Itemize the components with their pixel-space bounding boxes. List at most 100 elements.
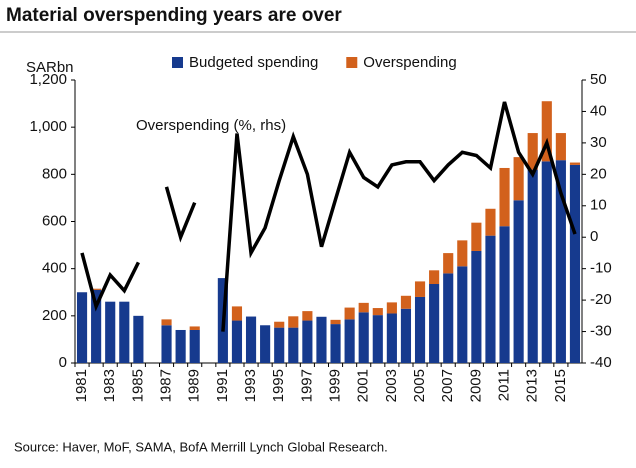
y-tick-label: 1,200 xyxy=(29,71,67,88)
bar xyxy=(274,321,285,328)
source: Source: Haver, MoF, SAMA, BofA Merrill L… xyxy=(14,439,388,454)
x-tick-label: 2001 xyxy=(355,369,372,402)
bar xyxy=(457,266,468,363)
y-tick-label: 600 xyxy=(42,212,67,229)
bar xyxy=(372,315,383,363)
bar xyxy=(189,329,200,363)
x-tick-label: 1987 xyxy=(158,369,175,402)
bar xyxy=(541,161,552,363)
bar xyxy=(231,320,243,363)
bar xyxy=(443,273,454,363)
bar xyxy=(344,307,355,320)
x-tick-label: 1997 xyxy=(298,369,315,402)
legend-label: Budgeted spending xyxy=(189,54,318,71)
bar xyxy=(555,133,566,161)
x-tick-label: 2011 xyxy=(496,369,513,401)
bar xyxy=(161,325,172,363)
bar xyxy=(414,296,426,363)
bar xyxy=(429,270,440,284)
y-tick-label: 0 xyxy=(59,354,67,371)
bar xyxy=(485,208,496,236)
bar xyxy=(400,308,412,363)
bar xyxy=(485,235,496,363)
x-tick-label: 1993 xyxy=(242,369,259,402)
legend-swatch xyxy=(346,57,358,68)
y-tick-label: 1,000 xyxy=(29,118,67,135)
bar xyxy=(499,226,510,363)
x-tick-label: 1981 xyxy=(73,369,90,402)
bar xyxy=(91,289,102,363)
bar xyxy=(499,167,510,227)
y2-tick-label: 0 xyxy=(590,228,598,245)
bar xyxy=(386,313,397,363)
bar xyxy=(274,327,285,363)
y2-tick-label: 10 xyxy=(590,197,607,214)
bar xyxy=(316,316,327,363)
x-tick-label: 2013 xyxy=(524,369,541,402)
y-tick-label: 200 xyxy=(42,307,67,324)
bar xyxy=(302,311,313,321)
bar xyxy=(175,329,186,363)
bar xyxy=(260,325,271,363)
bar xyxy=(231,306,243,321)
bar xyxy=(527,169,538,363)
x-tick-label: 1991 xyxy=(214,369,231,402)
line xyxy=(80,101,577,332)
legend-swatch xyxy=(172,57,183,68)
x-tick-label: 2005 xyxy=(411,369,428,402)
x-tick-label: 2015 xyxy=(552,369,569,402)
bar xyxy=(471,250,482,363)
bar xyxy=(569,164,581,363)
y-tick-label: 400 xyxy=(42,260,67,277)
bar xyxy=(513,157,524,201)
y2-tick-label: -30 xyxy=(590,323,612,340)
y2-tick-label: -10 xyxy=(590,260,612,277)
bar xyxy=(330,319,341,325)
y2-tick-label: 50 xyxy=(590,71,607,88)
legend-label: Overspending xyxy=(363,54,456,71)
bar xyxy=(133,315,144,363)
y2-tick-label: 40 xyxy=(590,102,607,119)
bar xyxy=(443,253,454,274)
y2-tick-label: -40 xyxy=(590,354,612,371)
bar xyxy=(569,162,581,165)
bar xyxy=(330,324,341,363)
bar xyxy=(76,292,88,363)
bar xyxy=(386,302,397,314)
x-tick-label: 2003 xyxy=(383,369,400,402)
x-tick-label: 2007 xyxy=(439,369,456,402)
y2-tick-label: -20 xyxy=(590,291,612,308)
y2-tick-label: 20 xyxy=(590,165,607,182)
bar xyxy=(105,301,116,363)
y-tick-label: 800 xyxy=(42,165,67,182)
x-tick-label: 1999 xyxy=(327,369,344,402)
bar xyxy=(400,295,412,309)
bar xyxy=(527,133,538,170)
bar xyxy=(555,160,566,363)
x-tick-label: 1983 xyxy=(101,369,118,402)
x-tick-label: 2009 xyxy=(467,369,484,402)
chart-title: Material overspending years are over xyxy=(6,5,342,26)
bar xyxy=(161,319,172,326)
bar xyxy=(91,288,102,290)
bar xyxy=(471,222,482,251)
y-axis-label: SARbn xyxy=(26,59,74,76)
bar xyxy=(119,301,130,363)
bar xyxy=(189,326,200,330)
bar xyxy=(245,316,257,363)
bar xyxy=(302,320,313,363)
y2-tick-label: 30 xyxy=(590,134,607,151)
bar xyxy=(541,101,552,162)
annotation: Overspending (%, rhs) xyxy=(136,117,286,134)
bar xyxy=(344,319,355,363)
bar xyxy=(457,240,468,267)
bar xyxy=(288,327,299,363)
bar xyxy=(372,308,383,316)
bar xyxy=(358,302,369,313)
x-tick-label: 1989 xyxy=(186,369,203,402)
bar xyxy=(358,312,369,363)
bar xyxy=(288,316,299,328)
x-tick-label: 1995 xyxy=(270,369,287,402)
bar xyxy=(513,200,524,363)
